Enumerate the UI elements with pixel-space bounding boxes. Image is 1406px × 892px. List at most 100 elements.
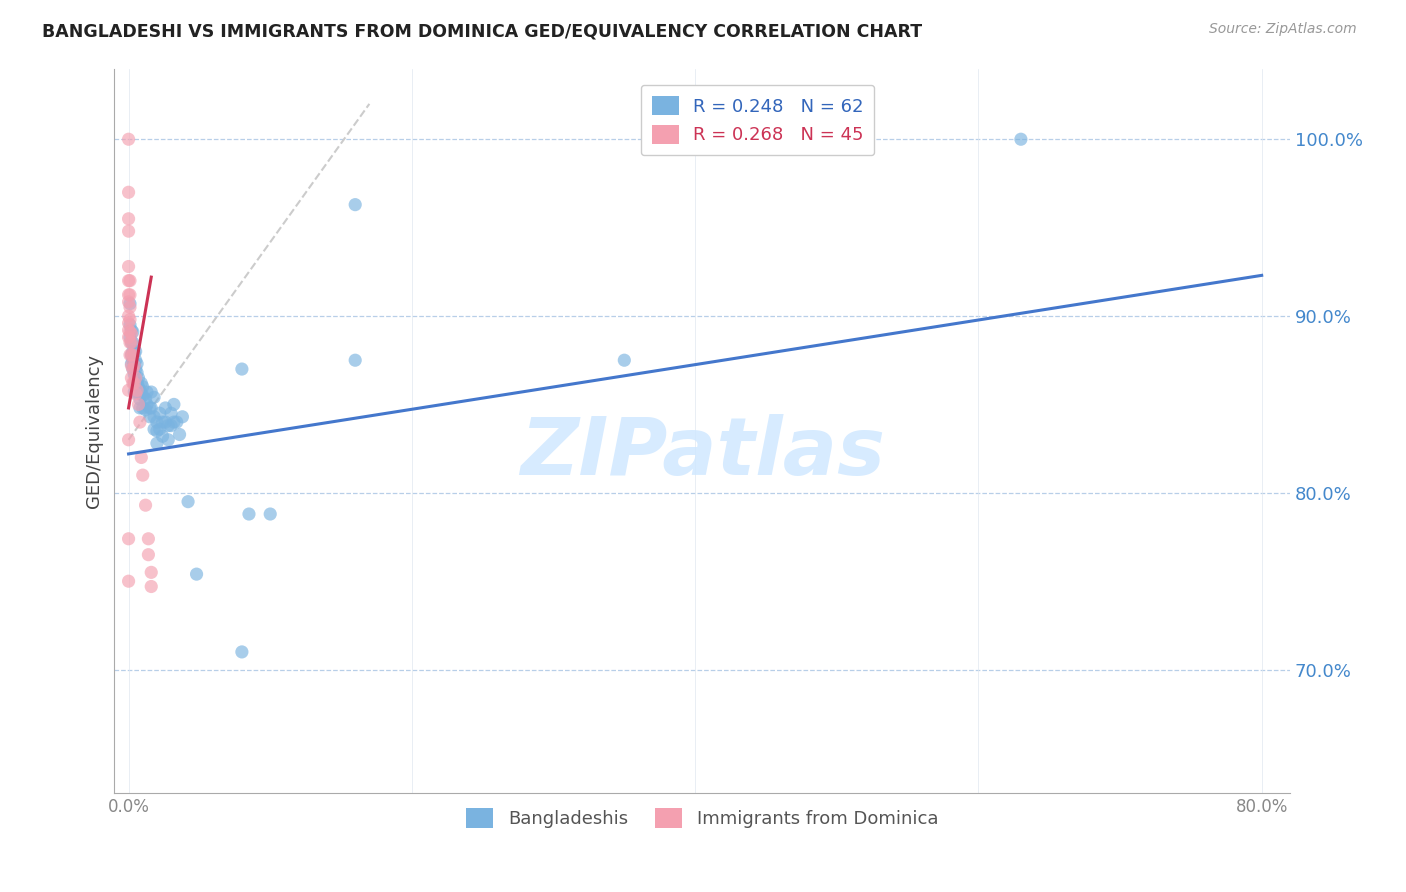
- Point: [120, 326, 142, 341]
- Point: [231, 645, 253, 659]
- Point: [118, 296, 141, 310]
- Point: [118, 274, 141, 288]
- Point: [124, 386, 146, 401]
- Point: [118, 335, 141, 350]
- Legend: Bangladeshis, Immigrants from Dominica: Bangladeshis, Immigrants from Dominica: [460, 801, 945, 835]
- Point: [163, 397, 186, 411]
- Point: [117, 211, 139, 226]
- Point: [124, 371, 146, 385]
- Point: [122, 376, 145, 391]
- Point: [125, 385, 148, 400]
- Point: [121, 335, 143, 350]
- Point: [129, 415, 152, 429]
- Point: [117, 323, 139, 337]
- Point: [131, 450, 153, 465]
- Point: [118, 318, 141, 332]
- Point: [131, 386, 153, 401]
- Point: [136, 397, 159, 411]
- Point: [124, 353, 146, 368]
- Point: [149, 422, 172, 436]
- Point: [125, 384, 148, 398]
- Point: [122, 368, 145, 382]
- Point: [613, 353, 636, 368]
- Point: [125, 366, 148, 380]
- Point: [127, 397, 149, 411]
- Point: [172, 409, 194, 424]
- Point: [117, 316, 139, 330]
- Point: [135, 392, 157, 406]
- Point: [132, 388, 155, 402]
- Point: [138, 548, 160, 562]
- Point: [117, 132, 139, 146]
- Point: [146, 436, 169, 450]
- Point: [117, 309, 139, 323]
- Point: [122, 376, 145, 391]
- Point: [117, 186, 139, 200]
- Point: [120, 335, 142, 350]
- Point: [117, 433, 139, 447]
- Point: [238, 507, 260, 521]
- Point: [121, 362, 143, 376]
- Point: [121, 348, 143, 362]
- Point: [121, 353, 143, 368]
- Point: [141, 401, 163, 415]
- Point: [120, 348, 142, 362]
- Point: [120, 371, 142, 385]
- Point: [121, 325, 143, 339]
- Point: [122, 359, 145, 373]
- Point: [118, 330, 141, 344]
- Point: [132, 401, 155, 415]
- Point: [131, 376, 153, 391]
- Point: [155, 401, 177, 415]
- Point: [135, 498, 157, 512]
- Point: [120, 335, 142, 350]
- Point: [117, 532, 139, 546]
- Point: [141, 580, 163, 594]
- Point: [129, 384, 152, 398]
- Point: [136, 385, 159, 400]
- Point: [149, 406, 172, 420]
- Point: [141, 566, 163, 580]
- Point: [146, 415, 169, 429]
- Point: [125, 376, 148, 391]
- Text: Source: ZipAtlas.com: Source: ZipAtlas.com: [1209, 22, 1357, 37]
- Point: [160, 406, 183, 420]
- Point: [135, 402, 157, 417]
- Point: [120, 323, 142, 337]
- Point: [118, 312, 141, 326]
- Point: [124, 362, 146, 376]
- Point: [117, 274, 139, 288]
- Point: [118, 348, 141, 362]
- Point: [118, 300, 141, 314]
- Point: [122, 346, 145, 360]
- Point: [155, 415, 177, 429]
- Point: [127, 380, 149, 394]
- Point: [344, 353, 367, 368]
- Text: BANGLADESHI VS IMMIGRANTS FROM DOMINICA GED/EQUIVALENCY CORRELATION CHART: BANGLADESHI VS IMMIGRANTS FROM DOMINICA …: [42, 22, 922, 40]
- Point: [120, 348, 142, 362]
- Point: [122, 385, 145, 400]
- Point: [125, 357, 148, 371]
- Point: [139, 409, 162, 424]
- Point: [117, 288, 139, 302]
- Point: [122, 357, 145, 371]
- Y-axis label: GED/Equivalency: GED/Equivalency: [86, 354, 103, 508]
- Point: [157, 433, 180, 447]
- Point: [120, 359, 142, 373]
- Point: [231, 362, 253, 376]
- Point: [121, 376, 143, 391]
- Point: [117, 384, 139, 398]
- Point: [129, 401, 152, 415]
- Point: [117, 294, 139, 309]
- Point: [129, 392, 152, 406]
- Point: [157, 418, 180, 433]
- Point: [152, 415, 174, 429]
- Point: [117, 260, 139, 274]
- Point: [139, 401, 162, 415]
- Point: [117, 574, 139, 589]
- Point: [124, 344, 146, 359]
- Point: [166, 415, 188, 429]
- Point: [143, 390, 166, 404]
- Point: [118, 288, 141, 302]
- Point: [169, 427, 191, 442]
